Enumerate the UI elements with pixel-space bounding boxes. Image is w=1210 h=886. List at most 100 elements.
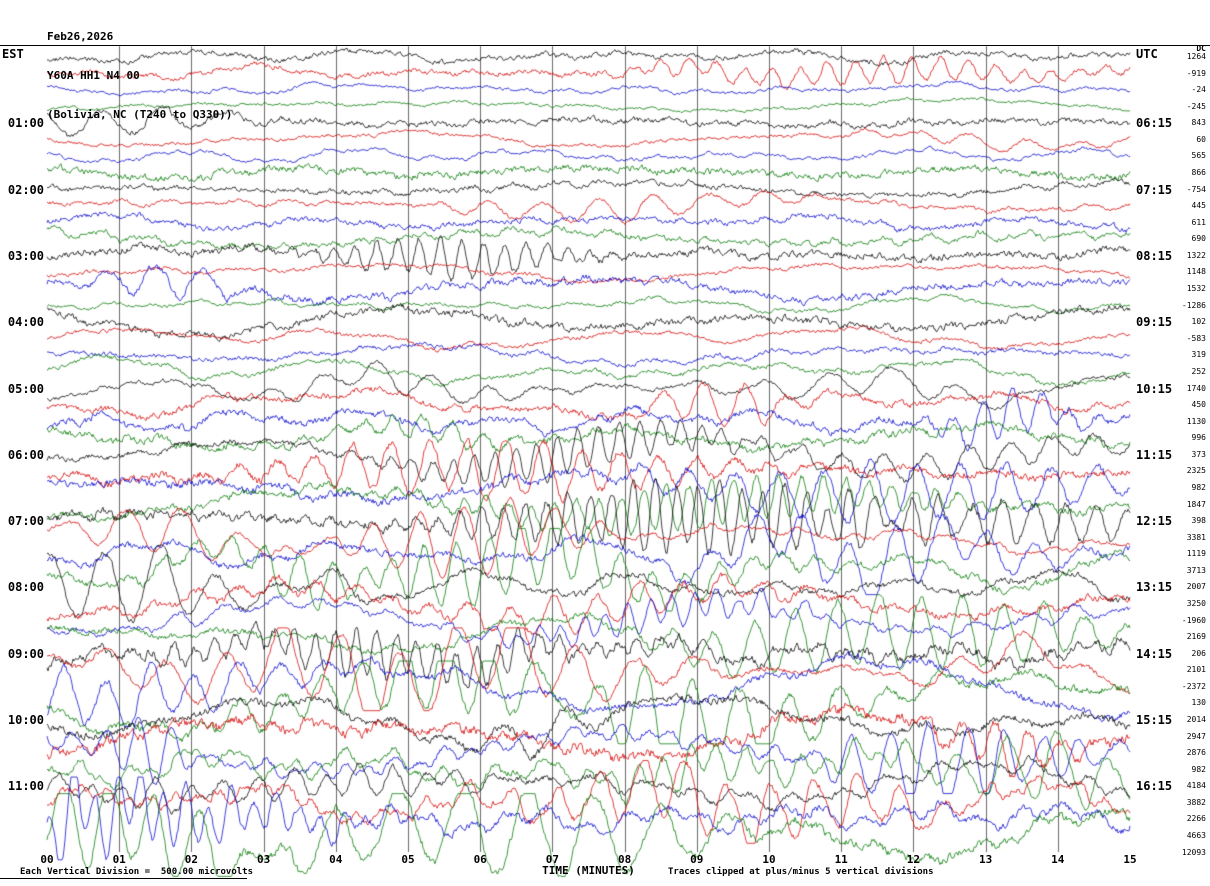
header: Feb26,2026 Y60A HH1 N4 00 (Bolivia, NC (… <box>47 4 232 147</box>
footer-underline <box>0 878 247 879</box>
x-tick-label: 15 <box>1123 853 1137 866</box>
dc-value: 252 <box>1191 366 1206 376</box>
dc-value: 4184 <box>1186 781 1206 791</box>
est-time-label: 06:00 <box>7 447 44 462</box>
dc-value: -919 <box>1186 68 1206 78</box>
dc-value: 1847 <box>1186 499 1206 509</box>
header-divider <box>0 45 1210 46</box>
est-time-label: 01:00 <box>7 116 44 131</box>
dc-value: 1119 <box>1186 549 1206 559</box>
dc-value: 2266 <box>1186 814 1206 824</box>
dc-value: 3381 <box>1186 532 1206 542</box>
dc-value: 398 <box>1191 516 1206 526</box>
dc-value: 982 <box>1191 482 1206 492</box>
dc-value: 3713 <box>1186 565 1206 575</box>
utc-time-label: 12:15 <box>1136 514 1173 529</box>
dc-value: 1532 <box>1186 284 1206 294</box>
dc-value: 2325 <box>1186 466 1206 476</box>
right-axis-title: UTC <box>1136 47 1158 61</box>
x-tick-label: 06 <box>473 853 487 866</box>
est-time-label: 09:00 <box>7 646 44 661</box>
header-location: (Bolivia, NC (T240 to Q330)) <box>47 108 233 121</box>
utc-time-label: 09:15 <box>1136 315 1173 330</box>
utc-time-label: 06:15 <box>1136 116 1173 131</box>
utc-time-label: 10:15 <box>1136 381 1173 396</box>
x-tick-label: 02 <box>184 853 199 866</box>
dc-value: 1264 <box>1186 52 1206 61</box>
x-tick-label: 05 <box>401 853 415 866</box>
est-time-label: 04:00 <box>7 315 44 330</box>
x-tick-label: 07 <box>545 853 560 866</box>
dc-value: 4663 <box>1186 831 1206 841</box>
x-tick-label: 04 <box>329 853 343 866</box>
est-time-label: 08:00 <box>7 580 44 595</box>
dc-value: 319 <box>1191 350 1206 360</box>
left-axis-title: EST <box>2 47 24 61</box>
utc-time-label: 07:15 <box>1136 182 1173 197</box>
utc-time-label: 14:15 <box>1136 646 1173 661</box>
dc-value: 1740 <box>1186 383 1206 393</box>
header-date: Feb26,2026 <box>47 30 114 43</box>
dc-value: 2947 <box>1186 731 1206 741</box>
footer-clip-note: Traces clipped at plus/minus 5 vertical … <box>668 867 934 877</box>
dc-value: 611 <box>1191 217 1206 227</box>
dc-value: -24 <box>1191 85 1206 95</box>
x-tick-label: 11 <box>834 853 848 866</box>
dc-value: 690 <box>1191 234 1206 244</box>
dc-value: 3882 <box>1186 797 1206 807</box>
x-axis-title: TIME (MINUTES) <box>542 864 635 877</box>
footer-scale-note: Each Vertical Division = 500.00 microvol… <box>20 867 253 877</box>
utc-time-label: 13:15 <box>1136 580 1173 595</box>
x-tick-label: 09 <box>690 853 704 866</box>
dc-value: 2169 <box>1186 632 1206 642</box>
est-time-label: 05:00 <box>7 381 44 396</box>
dc-value: 843 <box>1191 118 1206 128</box>
dc-value: -1960 <box>1181 615 1206 625</box>
utc-time-label: 11:15 <box>1136 447 1173 462</box>
x-tick-label: 08 <box>617 853 632 866</box>
est-time-label: 02:00 <box>7 182 44 197</box>
dc-value: 12093 <box>1181 847 1206 857</box>
dc-value: -2372 <box>1181 681 1206 691</box>
dc-value: 206 <box>1191 648 1206 658</box>
x-tick-label: 12 <box>906 853 921 866</box>
dc-column-header: DC <box>1196 44 1206 53</box>
x-tick-label: 13 <box>978 853 993 866</box>
dc-value: 130 <box>1191 698 1206 708</box>
est-time-label: 11:00 <box>7 779 44 794</box>
x-tick-label: 01 <box>112 853 126 866</box>
dc-value: 866 <box>1191 168 1206 178</box>
x-tick-label: 00 <box>40 853 54 866</box>
dc-value: 2014 <box>1186 715 1206 724</box>
dc-value: 1130 <box>1186 416 1206 426</box>
header-station: Y60A HH1 N4 00 <box>47 69 140 82</box>
dc-value: 102 <box>1191 317 1206 327</box>
est-time-label: 07:00 <box>7 514 44 529</box>
dc-value: 2876 <box>1186 748 1206 758</box>
dc-value: 2101 <box>1186 665 1206 675</box>
dc-value: -245 <box>1186 101 1206 111</box>
utc-time-label: 08:15 <box>1136 248 1173 263</box>
est-time-label: 03:00 <box>7 248 44 263</box>
est-time-label: 10:00 <box>7 713 44 727</box>
dc-value: 450 <box>1191 400 1206 410</box>
x-tick-label: 14 <box>1051 853 1065 866</box>
dc-value: 1322 <box>1186 250 1206 260</box>
dc-value: 996 <box>1191 433 1206 443</box>
dc-value: 565 <box>1191 151 1206 161</box>
dc-value: 3250 <box>1186 598 1206 608</box>
dc-value: 1148 <box>1186 267 1206 277</box>
utc-time-label: 16:15 <box>1136 779 1173 794</box>
utc-time-label: 15:15 <box>1136 713 1173 727</box>
dc-value: 2007 <box>1186 582 1206 592</box>
dc-value: 982 <box>1191 764 1206 774</box>
x-tick-label: 03 <box>256 853 271 866</box>
x-tick-label: 10 <box>762 853 776 866</box>
dc-value: -1286 <box>1181 300 1206 310</box>
dc-value: -754 <box>1186 184 1206 194</box>
dc-value: -583 <box>1186 333 1206 343</box>
dc-value: 373 <box>1191 449 1206 459</box>
dc-value: 445 <box>1191 201 1206 211</box>
